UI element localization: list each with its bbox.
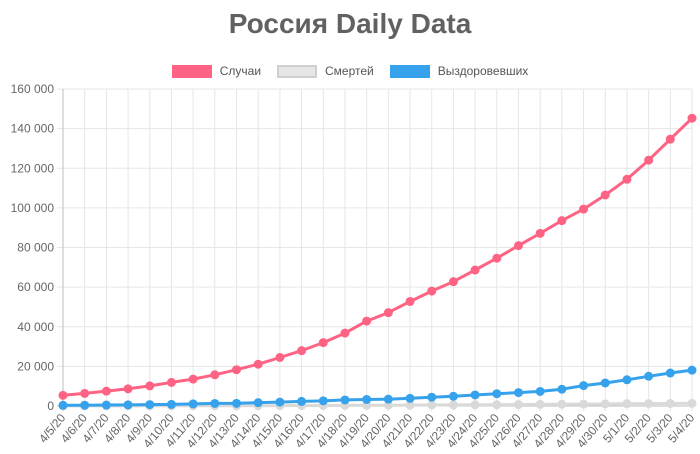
data-point	[513, 400, 523, 410]
data-point	[644, 371, 654, 381]
data-point	[600, 399, 610, 409]
data-point	[427, 286, 437, 296]
data-point	[600, 378, 610, 388]
data-point	[123, 400, 133, 410]
data-point	[557, 399, 567, 409]
data-point	[579, 204, 589, 214]
data-point	[557, 384, 567, 394]
data-point	[166, 377, 176, 387]
y-tick-label: 20 000	[17, 359, 54, 373]
legend: Случаи Смертей Выздоровевших	[0, 64, 700, 78]
data-point	[210, 370, 220, 380]
data-point	[123, 384, 133, 394]
data-point	[362, 394, 372, 404]
data-point	[297, 396, 307, 406]
legend-swatch-recovered	[389, 64, 430, 78]
data-point	[448, 277, 458, 287]
y-tick-label: 140 000	[11, 122, 55, 136]
y-tick-label: 0	[47, 399, 54, 413]
data-point	[687, 365, 697, 375]
data-point	[253, 398, 263, 408]
data-point	[427, 400, 437, 410]
data-point	[470, 390, 480, 400]
legend-label-recovered: Выздоровевших	[437, 64, 529, 78]
data-point	[600, 190, 610, 200]
legend-item-deaths[interactable]: Смертей	[277, 64, 374, 78]
data-point	[492, 400, 502, 410]
data-point	[253, 359, 263, 369]
data-point	[405, 393, 415, 403]
data-point	[101, 400, 111, 410]
data-point	[492, 253, 502, 263]
data-point	[644, 155, 654, 165]
data-point	[427, 392, 437, 402]
data-point	[340, 328, 350, 338]
y-tick-label: 40 000	[17, 320, 54, 334]
data-point	[210, 398, 220, 408]
data-point	[579, 381, 589, 391]
data-point	[665, 368, 675, 378]
data-point	[622, 375, 632, 385]
data-point	[232, 365, 242, 375]
data-point	[145, 381, 155, 391]
data-point	[665, 134, 675, 144]
data-point	[622, 399, 632, 409]
data-point	[362, 316, 372, 326]
data-point	[405, 296, 415, 306]
data-point	[232, 398, 242, 408]
data-point	[101, 386, 111, 396]
data-point	[535, 228, 545, 238]
data-point	[383, 394, 393, 404]
data-point	[340, 395, 350, 405]
data-point	[145, 400, 155, 410]
data-point	[383, 308, 393, 318]
data-point	[665, 398, 675, 408]
data-point	[58, 390, 68, 400]
legend-swatch-cases	[171, 64, 212, 78]
data-point	[297, 346, 307, 356]
y-tick-label: 60 000	[17, 280, 54, 294]
data-point	[492, 389, 502, 399]
data-point	[188, 399, 198, 409]
data-point	[535, 399, 545, 409]
y-tick-label: 80 000	[17, 241, 54, 255]
series-line-0	[62, 117, 694, 397]
data-point	[275, 397, 285, 407]
data-point	[448, 400, 458, 410]
data-point	[318, 396, 328, 406]
data-point	[687, 113, 697, 123]
data-point	[579, 399, 589, 409]
data-point	[557, 216, 567, 226]
data-point	[188, 374, 198, 384]
series-line-2	[62, 368, 693, 407]
y-tick-label: 120 000	[11, 161, 55, 175]
data-point	[80, 388, 90, 398]
data-point	[644, 399, 654, 409]
data-point	[535, 386, 545, 396]
data-point	[622, 174, 632, 184]
y-tick-label: 100 000	[11, 201, 55, 215]
chart-title: Россия Daily Data	[228, 8, 472, 39]
data-point	[513, 388, 523, 398]
legend-item-recovered[interactable]: Выздоровевших	[389, 64, 529, 78]
legend-label-cases: Случаи	[219, 64, 262, 78]
legend-label-deaths: Смертей	[325, 64, 374, 78]
y-tick-label: 160 000	[11, 82, 55, 96]
data-point	[470, 265, 480, 275]
data-point	[470, 400, 480, 410]
data-point	[166, 399, 176, 409]
data-point	[275, 352, 285, 362]
data-point	[58, 400, 68, 410]
data-point	[80, 400, 90, 410]
legend-item-cases[interactable]: Случаи	[171, 64, 262, 78]
data-point	[687, 398, 697, 408]
data-point	[513, 241, 523, 251]
data-point	[318, 338, 328, 348]
data-point	[448, 391, 458, 401]
legend-swatch-deaths	[277, 64, 318, 78]
